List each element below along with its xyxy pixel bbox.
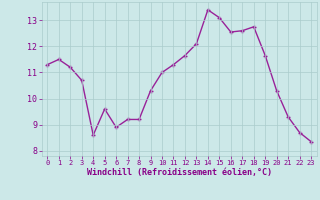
X-axis label: Windchill (Refroidissement éolien,°C): Windchill (Refroidissement éolien,°C) (87, 168, 272, 177)
